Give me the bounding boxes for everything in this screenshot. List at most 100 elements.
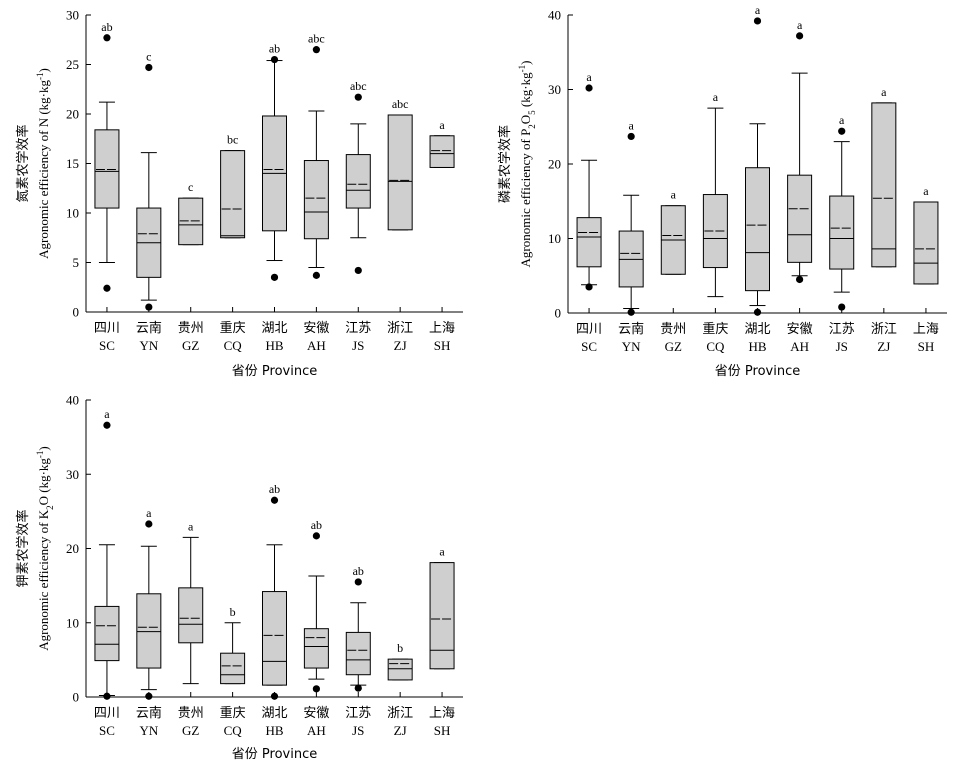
x-tick-label-en: SH [918, 339, 935, 354]
x-tick-label-en: ZJ [877, 339, 890, 354]
box-body [576, 217, 602, 268]
x-tick-label-cn: 上海 [429, 706, 455, 721]
outlier-point [312, 46, 320, 54]
x-tick-label-cn: 安徽 [787, 322, 813, 337]
significance-label: a [146, 506, 152, 520]
significance-label: a [839, 113, 845, 127]
y-tick-label: 15 [66, 156, 79, 171]
box-ah: abc [303, 32, 329, 279]
outlier-point [354, 578, 362, 586]
box-zj: b [387, 641, 413, 681]
y-tick-label: 40 [66, 393, 79, 408]
outlier-point [312, 685, 320, 693]
outlier-point [312, 532, 320, 540]
x-tick-label-en: AH [790, 339, 809, 354]
x-tick-label-en: ZJ [394, 723, 407, 738]
x-tick-label-en: CQ [706, 339, 725, 354]
x-tick-label-en: CQ [224, 723, 243, 738]
outlier-point [585, 84, 593, 92]
outlier-point [838, 303, 846, 311]
significance-label: a [439, 118, 445, 132]
x-tick-label-cn: 安徽 [303, 706, 329, 721]
box-hb: a [745, 3, 770, 316]
outlier-point [103, 421, 111, 429]
x-tick-label-en: JS [836, 339, 848, 354]
significance-label: abc [392, 97, 409, 111]
y-axis-title-en: Agronomic efficiency of K2O (kg·kg-1) [35, 446, 55, 651]
box-body [303, 160, 329, 240]
y-tick-label: 30 [66, 467, 79, 482]
x-tick-label-cn: 湖北 [744, 322, 770, 337]
x-tick-label-cn: 浙江 [387, 321, 413, 336]
box-sh: a [429, 118, 455, 168]
significance-label: a [755, 3, 761, 17]
significance-label: a [629, 118, 635, 132]
x-tick-label-en: YN [139, 338, 158, 353]
y-tick-label: 10 [66, 615, 79, 630]
box-body [913, 201, 939, 285]
significance-label: ab [269, 482, 280, 496]
significance-label: a [881, 85, 887, 99]
box-gz: a [178, 519, 204, 685]
x-tick-label-cn: 安徽 [303, 321, 329, 336]
x-tick-label-en: YN [622, 339, 641, 354]
box-body [387, 658, 413, 681]
x-tick-label-cn: 四川 [94, 321, 120, 336]
x-tick-label-cn: 贵州 [178, 321, 204, 336]
significance-label: a [439, 545, 445, 559]
x-tick-label-cn: 云南 [136, 705, 162, 721]
box-js: ab [345, 564, 371, 692]
x-axis-title: 省份 Province [232, 747, 317, 762]
y-tick-label: 0 [73, 305, 80, 320]
box-body [303, 628, 329, 669]
outlier-point [103, 284, 111, 292]
x-tick-label-en: GZ [665, 339, 682, 354]
box-yn: a [136, 506, 162, 700]
x-tick-label-cn: 湖北 [261, 706, 287, 721]
x-tick-label-cn: 四川 [576, 322, 602, 337]
outlier-point [145, 692, 153, 700]
x-tick-label-cn: 江苏 [345, 320, 371, 336]
x-tick-label-en: GZ [182, 338, 199, 353]
x-tick-label-cn: 云南 [618, 321, 644, 337]
x-tick-label-cn: 江苏 [345, 705, 371, 721]
significance-label: a [671, 188, 677, 202]
x-tick-label-cn: 云南 [136, 320, 162, 336]
y-tick-label: 5 [73, 255, 80, 270]
y-tick-label: 25 [66, 57, 79, 72]
y-tick-label: 30 [66, 8, 79, 23]
y-axis-title-en: Agronomic efficiency of P2O5 (kg·kg-1) [517, 61, 537, 268]
box-sh: a [429, 545, 455, 670]
box-sh: a [913, 184, 939, 285]
y-axis-title-cn: 磷素农学效率 [497, 125, 513, 203]
outlier-point [354, 684, 362, 692]
significance-label: b [397, 641, 403, 655]
x-axis-title: 省份 Province [715, 364, 800, 379]
box-body [220, 150, 246, 239]
box-body [345, 154, 371, 209]
y-tick-label: 0 [555, 306, 562, 321]
outlier-point [145, 63, 153, 72]
significance-label: c [188, 180, 193, 194]
x-tick-label-cn: 重庆 [220, 705, 246, 721]
box-body [220, 652, 246, 685]
x-tick-label-en: GZ [182, 723, 199, 738]
y-tick-label: 10 [548, 231, 561, 246]
x-tick-label-cn: 浙江 [871, 322, 897, 337]
box-zj: a [871, 85, 897, 268]
x-tick-label-cn: 上海 [913, 322, 939, 337]
significance-label: bc [227, 133, 238, 147]
box-zj: abc [387, 97, 413, 231]
significance-label: a [104, 407, 110, 421]
box-hb: ab [262, 42, 287, 281]
outlier-point [270, 55, 279, 64]
chart-panel-1: 0 5 10 15 20 25 30 四川 SC 云南 YN 贵州 GZ 重庆 CQ 湖北 HB 安徽 AH 江苏 JS… [15, 8, 463, 379]
outlier-point [354, 93, 362, 101]
box-body [262, 591, 287, 686]
box-ah: ab [303, 518, 329, 693]
box-body [178, 587, 204, 644]
box-body [136, 593, 162, 669]
box-body [345, 631, 371, 676]
x-tick-label-cn: 贵州 [660, 322, 686, 337]
